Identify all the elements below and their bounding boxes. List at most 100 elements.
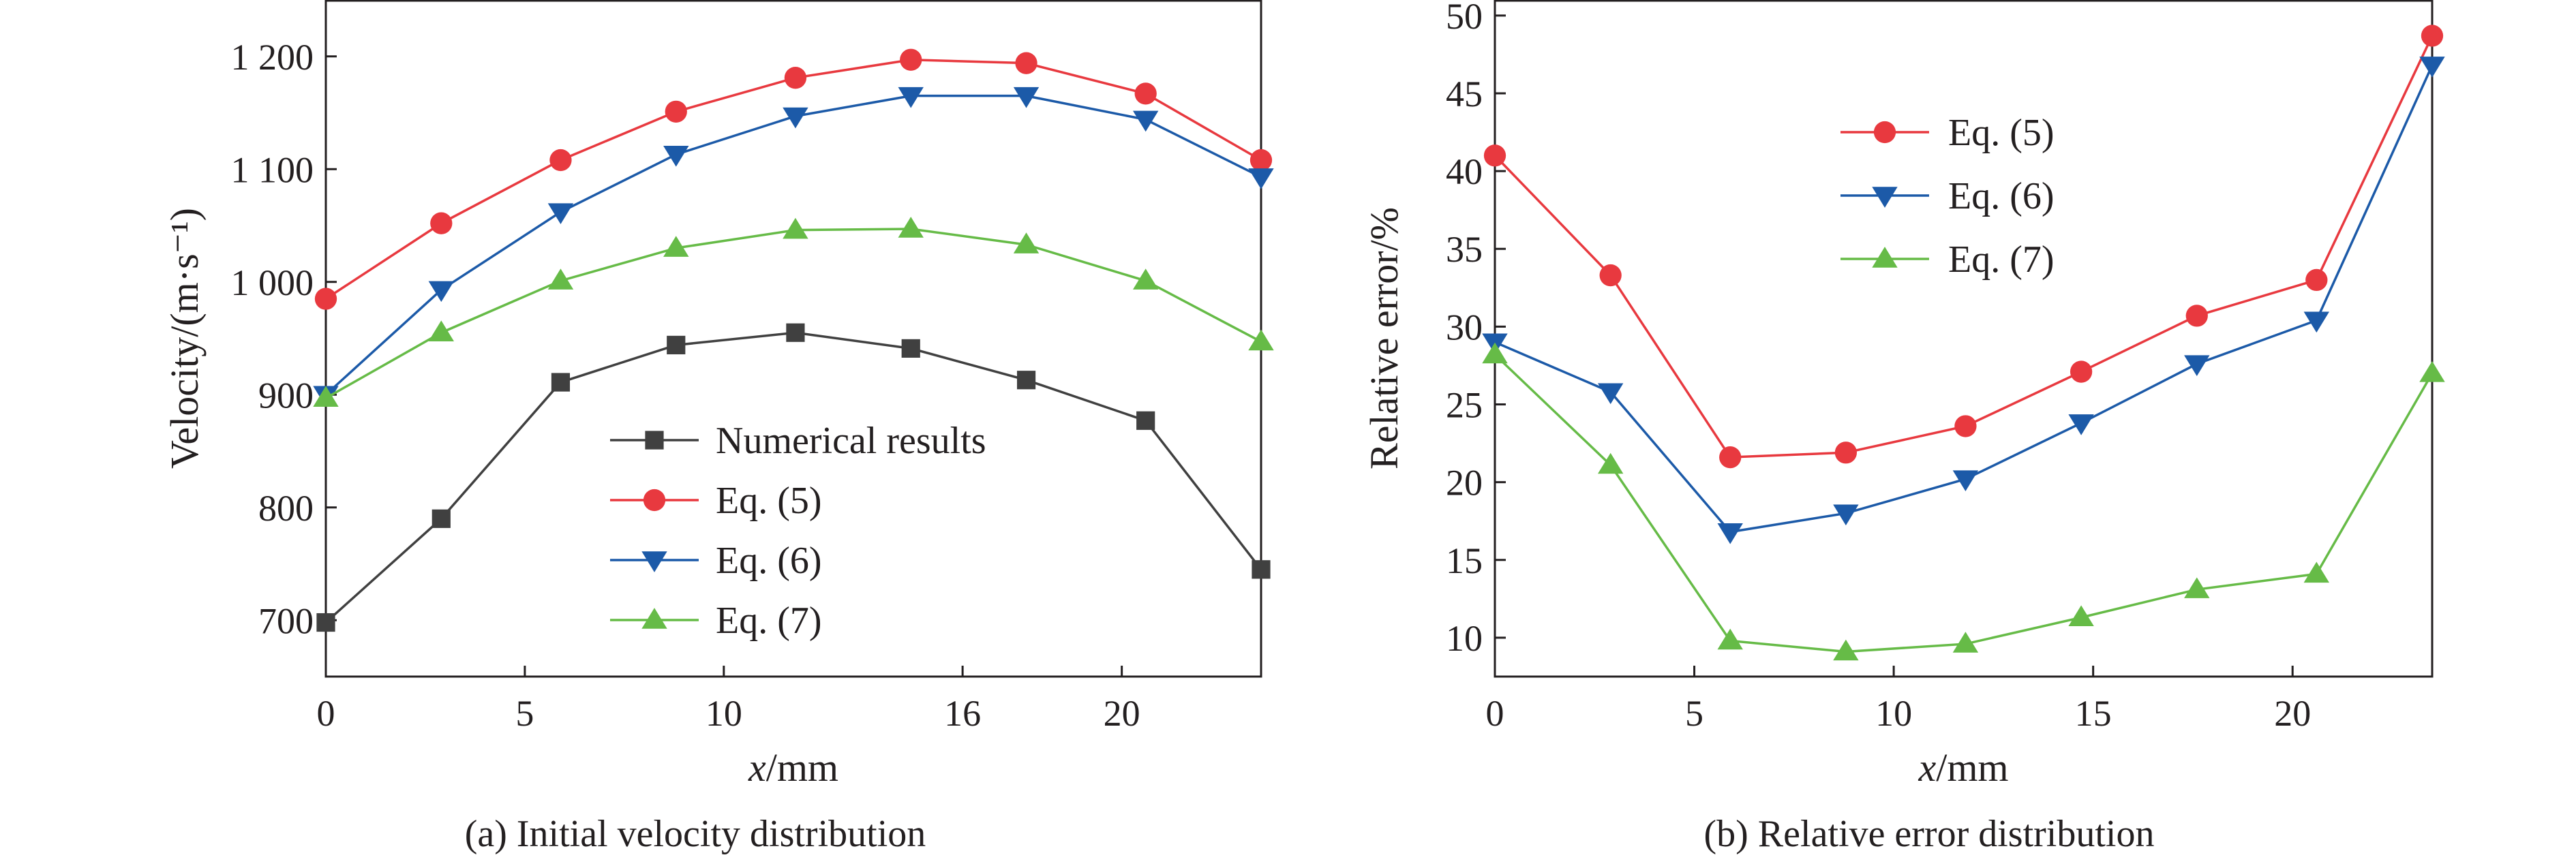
- data-point: [1132, 110, 1159, 132]
- data-point: [428, 281, 455, 303]
- series-numerical-results: [316, 323, 1271, 632]
- data-point: [2303, 561, 2330, 583]
- y-tick-label: 900: [258, 375, 314, 416]
- chart-initial-velocity: 0 5 10 16 20 700 800 900 1 000 1 100 1 200 x/mm Velo…: [162, 0, 1274, 855]
- legend: Numerical results Eq. (5) Eq. (6) Eq. (7): [610, 420, 986, 642]
- legend-label: Eq. (6): [716, 540, 822, 582]
- data-point: [2184, 577, 2210, 598]
- data-point: [1599, 264, 1622, 287]
- y-tick-label: 50: [1446, 0, 1483, 37]
- y-tick-label: 30: [1446, 307, 1483, 347]
- data-point: [1833, 504, 1859, 526]
- chart-caption: (b) Relative error distribution: [1704, 813, 2155, 855]
- data-point: [314, 288, 337, 310]
- series-eq-7: [1482, 342, 2445, 661]
- y-tick-label: 45: [1446, 74, 1483, 114]
- data-point: [665, 100, 687, 123]
- x-tick-label: 15: [2075, 693, 2112, 734]
- x-tick-label: 20: [2274, 693, 2311, 734]
- data-point: [2068, 414, 2094, 435]
- legend-label: Eq. (7): [1948, 238, 2055, 281]
- x-tick-label: 10: [706, 693, 742, 734]
- data-point: [2421, 25, 2444, 47]
- legend-marker: [641, 551, 667, 572]
- y-tick-label: 35: [1446, 229, 1483, 270]
- data-point: [1248, 329, 1274, 351]
- series-line: [1494, 354, 2434, 653]
- data-point: [2419, 57, 2445, 78]
- data-point: [1136, 411, 1155, 430]
- y-tick-label: 25: [1446, 385, 1483, 426]
- data-point: [1833, 639, 1859, 661]
- y-tick-label: 40: [1446, 151, 1483, 192]
- data-point: [1483, 144, 1506, 167]
- data-point: [1597, 383, 1624, 405]
- legend-label: Eq. (7): [716, 600, 822, 642]
- x-axis-label-var: x: [1918, 745, 1936, 790]
- data-point: [1249, 149, 1273, 172]
- x-tick-label: 16: [944, 693, 981, 734]
- y-tick-label: 1 100: [231, 149, 314, 190]
- data-point: [2305, 268, 2328, 292]
- x-tick-label: 0: [317, 693, 335, 734]
- data-point: [430, 212, 453, 234]
- data-point: [1717, 628, 1743, 650]
- legend-label: Eq. (5): [1948, 112, 2055, 154]
- data-point: [1717, 523, 1743, 544]
- x-tick-label: 5: [1685, 693, 1703, 734]
- series-eq-5: [1483, 25, 2444, 469]
- legend-marker: [1872, 247, 1898, 268]
- chart-relative-error: 0 5 10 15 20 10 15 20 25 30 35 40 45 50 x/mm Relative e…: [1362, 0, 2445, 855]
- data-point: [1013, 87, 1040, 108]
- legend-marker: [1873, 121, 1896, 144]
- x-tick-label: 0: [1486, 693, 1504, 734]
- data-point: [1015, 52, 1037, 74]
- data-point: [663, 145, 689, 167]
- y-tick-label: 10: [1446, 618, 1483, 659]
- data-point: [901, 339, 920, 358]
- data-point: [1719, 446, 1742, 469]
- data-point: [316, 613, 335, 632]
- data-point: [2303, 311, 2330, 333]
- data-point: [1952, 470, 1979, 491]
- data-point: [1134, 82, 1157, 105]
- x-axis-label-unit: /mm: [766, 745, 838, 790]
- y-tick-label: 1 000: [231, 262, 314, 303]
- series-eq-7: [313, 217, 1274, 407]
- data-point: [551, 373, 571, 392]
- data-point: [2070, 360, 2093, 383]
- legend-label: Numerical results: [716, 420, 986, 462]
- legend-label: Eq. (6): [1948, 175, 2055, 217]
- data-point: [1132, 268, 1159, 290]
- data-point: [2068, 605, 2094, 627]
- y-tick-label: 800: [258, 488, 314, 529]
- series-eq-6: [313, 87, 1274, 407]
- data-point: [1954, 415, 1977, 437]
- data-point: [667, 335, 686, 355]
- data-point: [1952, 632, 1979, 653]
- data-point: [2185, 305, 2208, 327]
- series-eq-5: [314, 48, 1273, 310]
- x-axis-label: x/mm: [1918, 745, 2008, 790]
- data-point: [1016, 371, 1036, 390]
- y-axis-label: Velocity/(m·s⁻¹): [162, 208, 207, 469]
- x-axis-label: x/mm: [748, 745, 838, 790]
- series-line: [325, 58, 1262, 300]
- data-point: [900, 48, 922, 71]
- series-line: [325, 228, 1262, 399]
- data-point: [898, 87, 924, 108]
- data-point: [313, 386, 339, 407]
- data-point: [1248, 168, 1274, 189]
- data-point: [2419, 361, 2445, 382]
- x-tick-label: 10: [1875, 693, 1912, 734]
- data-point: [428, 320, 455, 341]
- x-tick-label: 5: [515, 693, 534, 734]
- data-point: [547, 268, 574, 290]
- x-tick-label: 20: [1104, 693, 1140, 734]
- data-point: [784, 67, 807, 89]
- data-point: [1597, 452, 1624, 474]
- data-point: [549, 149, 572, 172]
- data-point: [783, 217, 808, 239]
- data-point: [663, 236, 689, 257]
